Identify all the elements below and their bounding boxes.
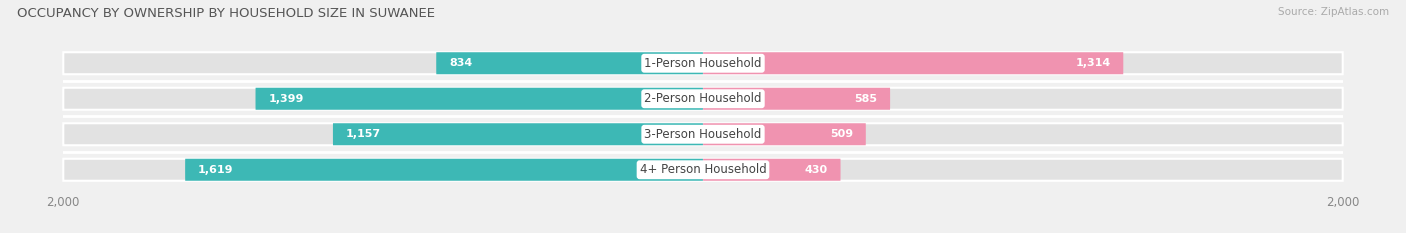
FancyBboxPatch shape xyxy=(703,88,890,110)
FancyBboxPatch shape xyxy=(63,123,1343,145)
FancyBboxPatch shape xyxy=(63,88,1343,110)
Text: Source: ZipAtlas.com: Source: ZipAtlas.com xyxy=(1278,7,1389,17)
Text: 834: 834 xyxy=(449,58,472,68)
Text: OCCUPANCY BY OWNERSHIP BY HOUSEHOLD SIZE IN SUWANEE: OCCUPANCY BY OWNERSHIP BY HOUSEHOLD SIZE… xyxy=(17,7,434,20)
FancyBboxPatch shape xyxy=(63,52,1343,74)
Text: 4+ Person Household: 4+ Person Household xyxy=(640,163,766,176)
Text: 585: 585 xyxy=(855,94,877,104)
Text: 1,314: 1,314 xyxy=(1076,58,1111,68)
FancyBboxPatch shape xyxy=(703,123,866,145)
Text: 3-Person Household: 3-Person Household xyxy=(644,128,762,141)
Text: 430: 430 xyxy=(804,165,828,175)
Text: 1,619: 1,619 xyxy=(198,165,233,175)
FancyBboxPatch shape xyxy=(63,159,1343,181)
Text: 1-Person Household: 1-Person Household xyxy=(644,57,762,70)
FancyBboxPatch shape xyxy=(333,123,703,145)
FancyBboxPatch shape xyxy=(256,88,703,110)
FancyBboxPatch shape xyxy=(436,52,703,74)
Text: 2-Person Household: 2-Person Household xyxy=(644,92,762,105)
Text: 509: 509 xyxy=(830,129,853,139)
FancyBboxPatch shape xyxy=(186,159,703,181)
Text: 1,399: 1,399 xyxy=(269,94,304,104)
FancyBboxPatch shape xyxy=(703,159,841,181)
Text: 1,157: 1,157 xyxy=(346,129,381,139)
FancyBboxPatch shape xyxy=(703,52,1123,74)
